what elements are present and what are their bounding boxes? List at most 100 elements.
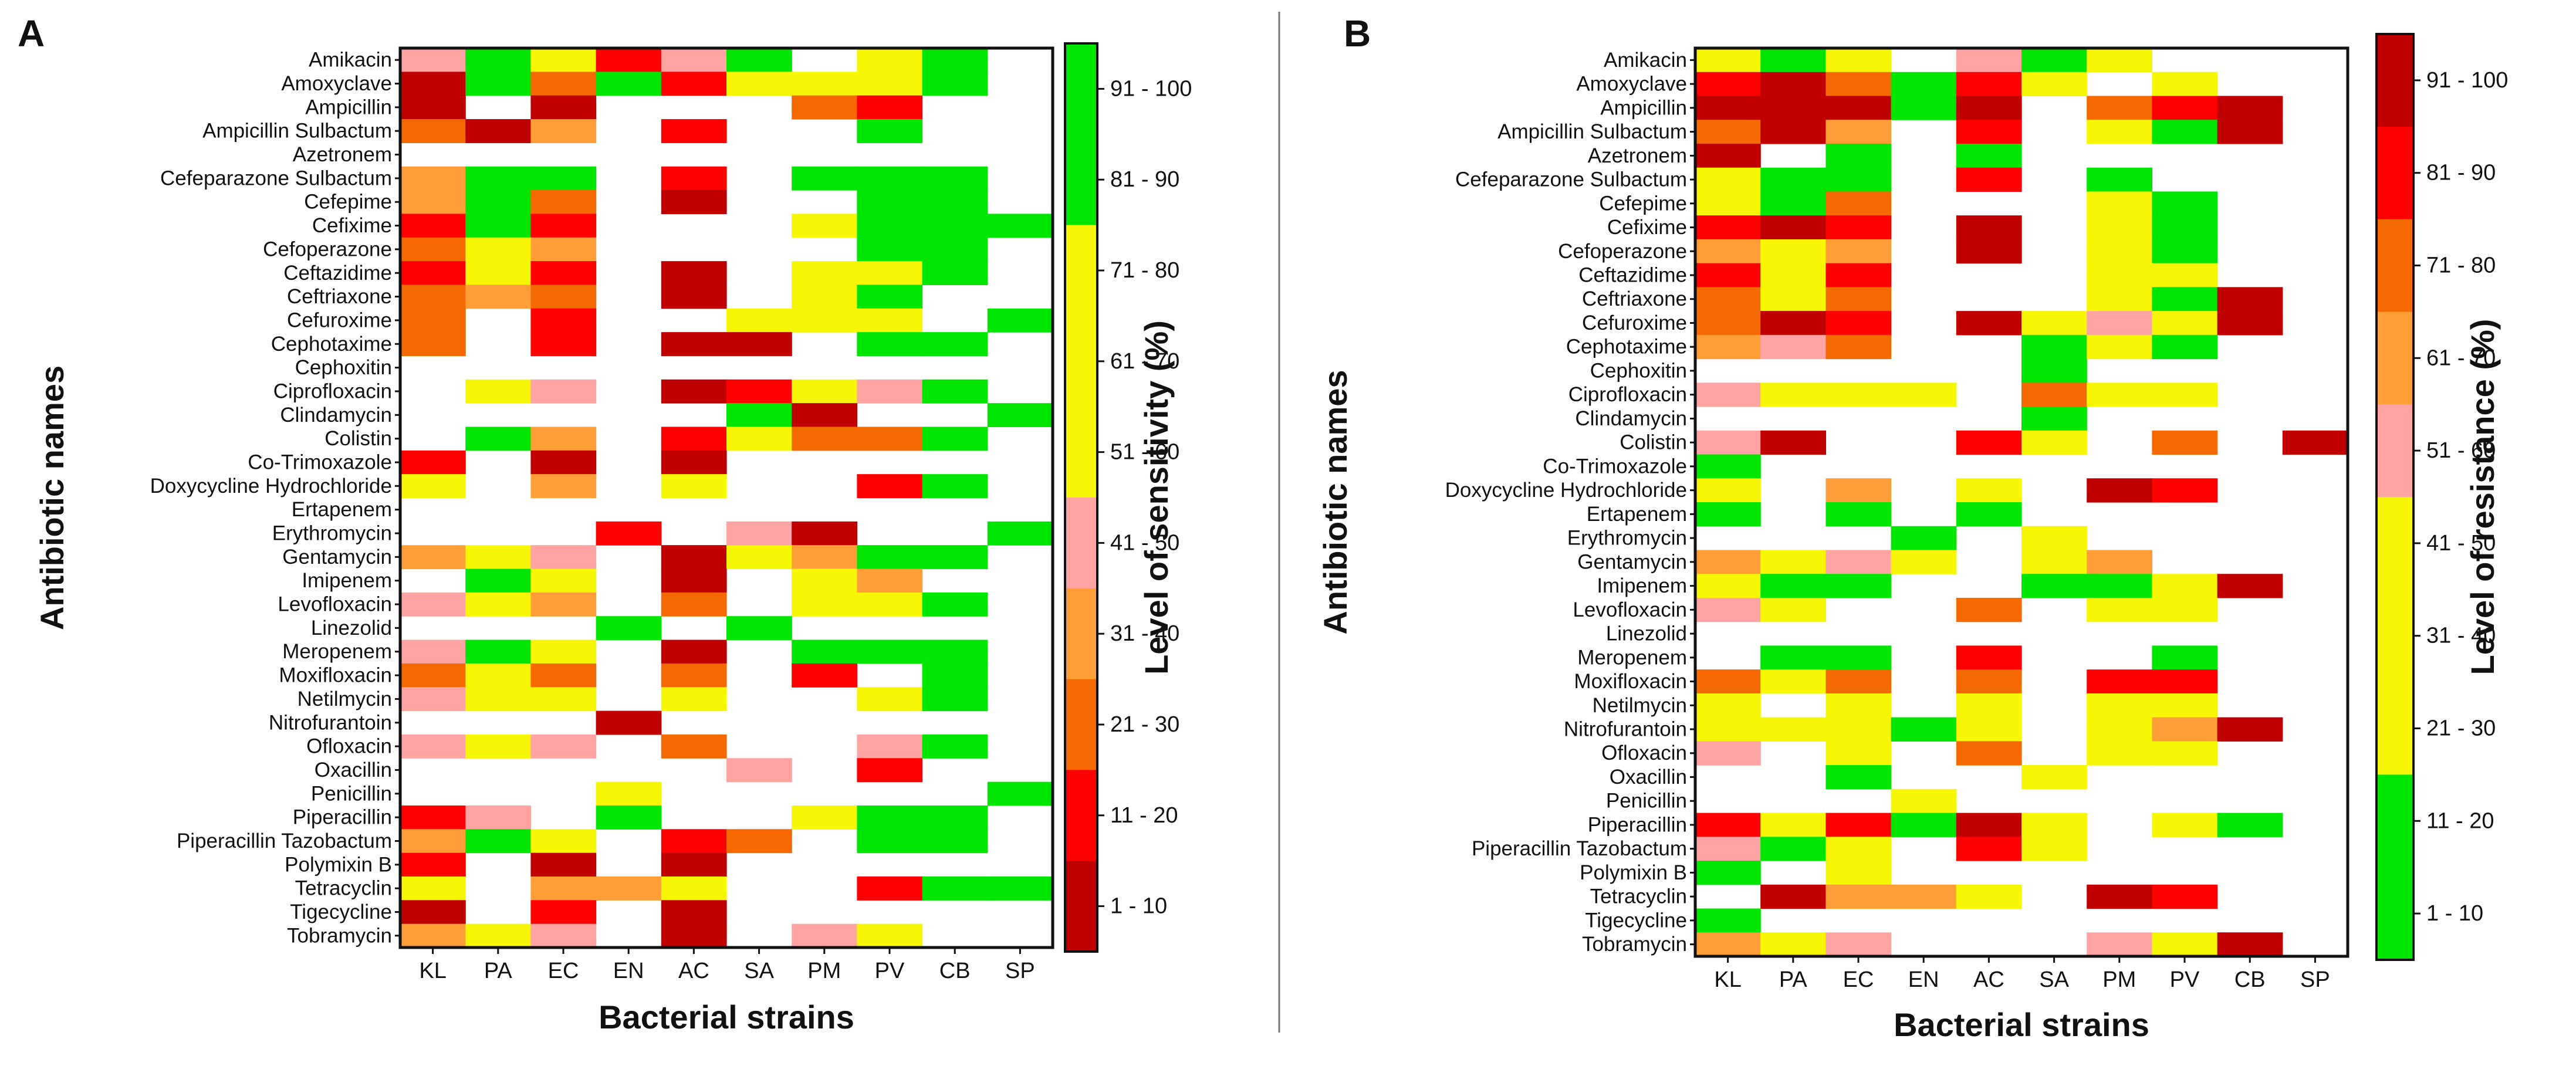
heatmap-cell: [596, 805, 662, 830]
heatmap-cell: [1891, 526, 1957, 551]
heatmap-cell: [1825, 191, 1892, 216]
heatmap-cell: [857, 261, 923, 286]
heatmap-cell: [857, 805, 923, 830]
heatmap-cell: [1695, 430, 1761, 455]
heatmap-cell: [2152, 311, 2218, 336]
heatmap-cell: [400, 119, 466, 143]
heatmap-cell: [1825, 693, 1892, 718]
heatmap-cell: [1956, 597, 2022, 622]
heatmap-cell: [596, 521, 662, 546]
colorbar-tick-label: 91 - 100: [1110, 76, 1192, 101]
heatmap-cell: [1825, 96, 1892, 120]
heatmap-cell: [661, 427, 727, 451]
colorbar-segment: [2376, 497, 2413, 775]
heatmap-cell: [1695, 693, 1761, 718]
heatmap-cell: [530, 119, 597, 143]
heatmap-cell: [792, 592, 857, 617]
heatmap-cell: [530, 214, 597, 238]
heatmap-cell: [1760, 239, 1826, 264]
x-tick-label: SP: [2300, 967, 2330, 992]
heatmap-cell: [987, 781, 1053, 806]
heatmap-cell: [400, 687, 466, 712]
heatmap-cell: [1825, 48, 1892, 73]
heatmap-cell: [857, 876, 923, 901]
heatmap-cell: [1695, 120, 1761, 144]
heatmap-cell: [400, 592, 466, 617]
row-label: Amikacin: [309, 49, 392, 72]
heatmap-cell: [661, 734, 727, 759]
heatmap-cell: [2217, 311, 2283, 336]
x-tick-label: SP: [1005, 959, 1035, 983]
x-tick-label: AC: [1973, 967, 2004, 992]
heatmap-cell: [1956, 478, 2022, 503]
colorbar-segment: [1065, 225, 1097, 498]
heatmap-cell: [857, 48, 923, 72]
x-tick-label: KL: [1714, 967, 1741, 992]
heatmap-cell: [1891, 884, 1957, 909]
heatmap-cell: [857, 923, 923, 948]
heatmap-cell: [530, 852, 597, 877]
heatmap-cell: [792, 663, 857, 688]
row-label: Cefepime: [304, 191, 392, 214]
heatmap-cell: [857, 592, 923, 617]
row-label: Cephoxitin: [295, 356, 392, 379]
heatmap-cell: [400, 308, 466, 333]
heatmap-cell: [857, 639, 923, 664]
heatmap-cell: [792, 214, 857, 238]
heatmap-cell: [857, 285, 923, 309]
heatmap-cell: [2021, 311, 2087, 336]
heatmap-cell: [2217, 287, 2283, 312]
heatmap-cell: [987, 214, 1053, 238]
row-label: Tobramycin: [1582, 933, 1687, 956]
heatmap-cell: [661, 332, 727, 357]
heatmap-cell: [857, 427, 923, 451]
x-axis-title: Bacterial strains: [599, 999, 854, 1035]
row-label: Ertapenem: [1587, 503, 1687, 526]
heatmap-cell: [661, 923, 727, 948]
x-tick-label: EC: [1843, 967, 1874, 992]
heatmap-cell: [1760, 334, 1826, 360]
panel-label-b: B: [1344, 12, 1371, 55]
heatmap-cell: [1956, 813, 2022, 837]
heatmap-cell: [792, 545, 857, 570]
row-label: Imipenem: [1597, 574, 1687, 597]
heatmap-cell: [596, 781, 662, 806]
heatmap-cell: [2087, 597, 2152, 622]
heatmap-cell: [2152, 932, 2218, 957]
heatmap-cell: [530, 876, 597, 901]
colorbar-tick-label: 61 - 70: [1110, 349, 1179, 374]
heatmap-cell: [2087, 96, 2152, 120]
colorbar-frame: [1064, 42, 1098, 953]
heatmap-cell: [2217, 574, 2283, 598]
heatmap-cell: [726, 616, 792, 641]
heatmap-cell: [596, 616, 662, 641]
row-label: Cefoperazone: [263, 238, 392, 260]
heatmap-cell: [2087, 287, 2152, 312]
row-label: Colistin: [324, 427, 392, 450]
heatmap-cell: [2087, 741, 2152, 766]
heatmap-cell: [857, 379, 923, 404]
heatmap-cell: [661, 379, 727, 404]
heatmap-cell: [1956, 96, 2022, 120]
x-tick-label: PA: [484, 959, 513, 983]
row-label: Amoxyclave: [1576, 73, 1687, 96]
heatmap-cell: [465, 261, 531, 286]
heatmap-cell: [1760, 96, 1826, 120]
row-label: Ciprofloxacin: [273, 380, 392, 402]
heatmap-cell: [857, 568, 923, 593]
row-label: Tigecycline: [1585, 909, 1687, 932]
heatmap-cell: [1891, 383, 1957, 407]
colorbar-tick-label: 41 - 50: [2426, 531, 2496, 556]
heatmap-cell: [1956, 311, 2022, 336]
heatmap-cell: [661, 261, 727, 286]
heatmap-cell: [2217, 813, 2283, 837]
heatmap-cell: [1956, 669, 2022, 694]
heatmap-cell: [922, 166, 988, 191]
heatmap-cell: [1956, 143, 2022, 168]
row-label: Ceftriaxone: [287, 285, 392, 308]
heatmap-cell: [726, 379, 792, 404]
row-label: Ampicillin Sulbactum: [202, 120, 392, 143]
heatmap-cell: [1825, 765, 1892, 790]
heatmap-cell: [530, 190, 597, 214]
heatmap-cell: [465, 379, 531, 404]
